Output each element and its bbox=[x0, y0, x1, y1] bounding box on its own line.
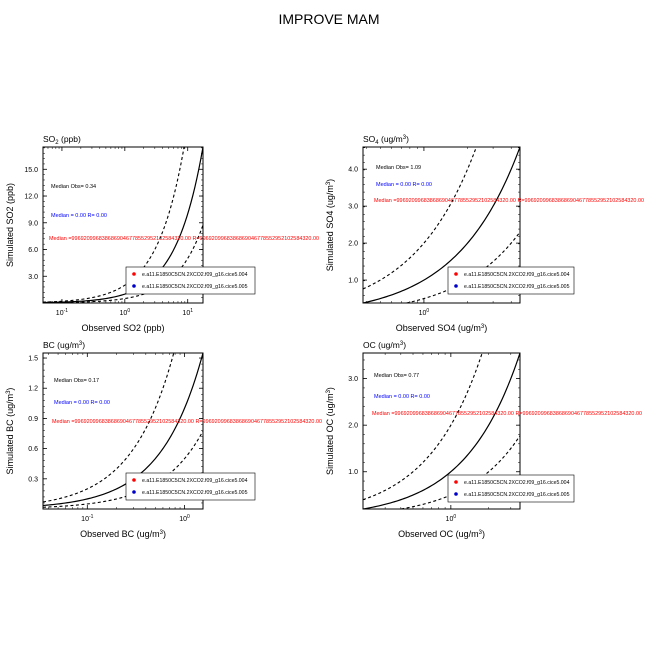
x-tick-label: 100 bbox=[419, 308, 430, 317]
plot-frame bbox=[362, 352, 521, 510]
legend-box bbox=[447, 474, 575, 503]
chart-panel: 3.0 6.0 9.0 12.0 15.0 10-1 100 101 SO2 (ppb) Obse… bbox=[5, 134, 319, 333]
plot-frame bbox=[42, 352, 204, 510]
legend-label: e.a11.E1850C5CN.2XCO2.f09_g16.cice5.004 bbox=[142, 478, 248, 484]
legend-box bbox=[125, 266, 256, 295]
legend-marker bbox=[132, 272, 136, 276]
legend-label: e.a11.E1850C5CN.2XCO2.f09_g16.cice5.005 bbox=[142, 490, 248, 496]
median-sim-text: Median = 0.00 R= 0.00 bbox=[54, 400, 110, 406]
median-obs-text: Median Obs= 0.77 bbox=[374, 373, 419, 379]
legend-marker bbox=[132, 478, 136, 482]
legend-box bbox=[447, 266, 575, 295]
one-to-one-line bbox=[363, 147, 520, 303]
figure-title: IMPROVE MAM bbox=[278, 11, 379, 27]
plot-frame bbox=[362, 146, 521, 304]
y-tick-label: 0.3 bbox=[28, 476, 38, 483]
reference-lines bbox=[363, 353, 520, 509]
y-tick-label: 15.0 bbox=[24, 167, 38, 174]
y-tick-label: 0.9 bbox=[28, 416, 38, 423]
reference-lines bbox=[43, 353, 203, 508]
x-axis-label: Observed SO2 (ppb) bbox=[81, 323, 164, 333]
panel-title: BC (ug/m3) bbox=[43, 340, 85, 350]
plot-frame bbox=[42, 146, 204, 304]
x-tick-label: 100 bbox=[179, 514, 190, 523]
legend-label: e.a11.E1850C5CN.2XCO2.f09_g16.cice5.004 bbox=[464, 272, 570, 278]
median-sim-text: Median = 0.00 R= 0.00 bbox=[51, 213, 107, 219]
y-tick-label: 6.0 bbox=[28, 247, 38, 254]
y-tick-label: 4.0 bbox=[348, 167, 358, 174]
y-tick-label: 1.2 bbox=[28, 386, 38, 393]
legend: e.a11.E1850C5CN.2XCO2.f09_g16.cice5.004e… bbox=[125, 266, 256, 295]
reference-lines bbox=[363, 147, 520, 303]
median-fill-text: Median =99692099683868690467785529521025… bbox=[374, 198, 644, 204]
y-tick-label: 9.0 bbox=[28, 220, 38, 227]
legend-marker bbox=[132, 490, 136, 494]
x-axis-label: Observed BC (ug/m3) bbox=[80, 529, 166, 539]
median-fill-text: Median =99692099683868690467785529521025… bbox=[49, 236, 319, 242]
two-to-one-line bbox=[363, 353, 483, 501]
x-tick-label: 100 bbox=[120, 308, 131, 317]
x-tick-label: 10-1 bbox=[81, 514, 93, 523]
x-tick-label: 100 bbox=[446, 514, 457, 523]
y-axis-label: Simulated BC (ug/m3) bbox=[5, 388, 15, 475]
two-to-one-line bbox=[43, 147, 185, 303]
y-tick-label: 1.0 bbox=[348, 278, 358, 285]
median-obs-text: Median Obs= 0.17 bbox=[54, 378, 99, 384]
legend-marker bbox=[454, 284, 458, 288]
y-tick-label: 1.5 bbox=[28, 356, 38, 363]
y-tick-label: 12.0 bbox=[24, 194, 38, 201]
chart-panel: 1.0 2.0 3.0 4.0 100 SO4 (ug/m3) Observed SO4 (… bbox=[325, 134, 644, 333]
legend-box bbox=[125, 472, 256, 501]
median-obs-text: Median Obs= 1.09 bbox=[376, 165, 421, 171]
legend: e.a11.E1850C5CN.2XCO2.f09_g16.cice5.004e… bbox=[125, 472, 256, 501]
legend-label: e.a11.E1850C5CN.2XCO2.f09_g16.cice5.005 bbox=[464, 284, 570, 290]
median-sim-text: Median = 0.00 R= 0.00 bbox=[374, 394, 430, 400]
x-axis-label: Observed OC (ug/m3) bbox=[398, 529, 485, 539]
one-to-one-line bbox=[43, 147, 203, 303]
y-axis-label: Simulated OC (ug/m3) bbox=[325, 387, 335, 475]
y-tick-label: 3.0 bbox=[348, 376, 358, 383]
one-to-one-line bbox=[363, 353, 520, 509]
legend: e.a11.E1850C5CN.2XCO2.f09_g16.cice5.004e… bbox=[447, 266, 575, 295]
chart-panel: 0.3 0.6 0.9 1.2 1.5 10-1 100 BC (ug/m3) Observed… bbox=[5, 340, 322, 539]
legend-label: e.a11.E1850C5CN.2XCO2.f09_g16.cice5.005 bbox=[464, 492, 570, 498]
y-tick-label: 3.0 bbox=[28, 274, 38, 281]
x-tick-label: 10-1 bbox=[56, 308, 68, 317]
legend-marker bbox=[454, 480, 458, 484]
legend-marker bbox=[454, 272, 458, 276]
reference-lines bbox=[43, 147, 203, 303]
x-tick-label: 101 bbox=[182, 308, 193, 317]
y-tick-label: 1.0 bbox=[348, 469, 358, 476]
median-fill-text: Median =99692099683868690467785529521025… bbox=[372, 411, 642, 417]
y-tick-label: 2.0 bbox=[348, 241, 358, 248]
panels: 3.0 6.0 9.0 12.0 15.0 10-1 100 101 SO2 (ppb) Obse… bbox=[5, 134, 644, 539]
x-axis-label: Observed SO4 (ug/m3) bbox=[396, 323, 487, 333]
panel-title: SO4 (ug/m3) bbox=[363, 134, 409, 146]
panel-title: OC (ug/m3) bbox=[363, 340, 406, 350]
legend-marker bbox=[454, 492, 458, 496]
legend-label: e.a11.E1850C5CN.2XCO2.f09_g16.cice5.004 bbox=[464, 480, 570, 486]
legend-marker bbox=[132, 284, 136, 288]
legend: e.a11.E1850C5CN.2XCO2.f09_g16.cice5.004e… bbox=[447, 474, 575, 503]
y-axis-label: Simulated SO4 (ug/m3) bbox=[325, 179, 335, 271]
median-fill-text: Median =99692099683868690467785529521025… bbox=[52, 419, 322, 425]
y-tick-label: 0.6 bbox=[28, 446, 38, 453]
y-tick-label: 2.0 bbox=[348, 423, 358, 430]
two-to-one-line bbox=[363, 147, 477, 290]
y-axis-label: Simulated SO2 (ppb) bbox=[5, 183, 15, 267]
panel-title: SO2 (ppb) bbox=[43, 134, 81, 146]
one-to-one-line bbox=[43, 353, 203, 507]
median-obs-text: Median Obs= 0.34 bbox=[51, 184, 96, 190]
y-tick-label: 3.0 bbox=[348, 204, 358, 211]
legend-label: e.a11.E1850C5CN.2XCO2.f09_g16.cice5.005 bbox=[142, 284, 248, 290]
median-sim-text: Median = 0.00 R= 0.00 bbox=[376, 182, 432, 188]
chart-panel: 1.0 2.0 3.0 100 OC (ug/m3) Observed OC (ug/m3… bbox=[325, 340, 642, 539]
legend-label: e.a11.E1850C5CN.2XCO2.f09_g16.cice5.004 bbox=[142, 272, 248, 278]
